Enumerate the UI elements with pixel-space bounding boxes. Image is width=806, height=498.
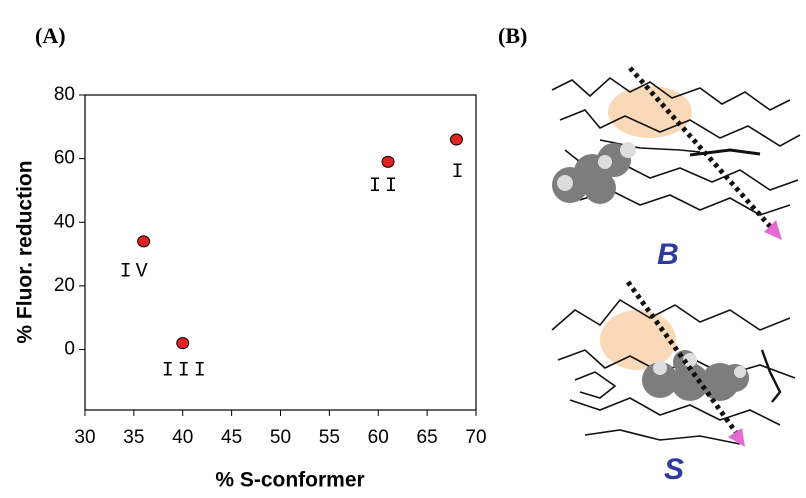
x-tick-label: 35 (123, 427, 144, 448)
point (138, 236, 150, 247)
point (382, 156, 394, 167)
point-label: I (451, 161, 467, 184)
y-tick-label: 40 (54, 211, 75, 232)
x-tick-label: 55 (319, 427, 340, 448)
point-label: III (162, 359, 210, 382)
x-axis-label: % S-conformer (215, 469, 364, 492)
y-axis-label: % Fluor. reduction (14, 160, 37, 343)
x-tick-label: 40 (172, 427, 193, 448)
y-tick-label: 0 (64, 339, 75, 360)
point-label: IV (120, 261, 152, 284)
structure-s (552, 282, 795, 447)
x-tick-label: 60 (368, 427, 389, 448)
structure-b (552, 68, 800, 240)
x-tick-label: 50 (270, 427, 291, 448)
panel-label: (B) (498, 23, 527, 48)
plot-frame (85, 95, 476, 410)
point (450, 134, 462, 145)
structure-label: B (657, 238, 679, 271)
point (177, 338, 189, 349)
y-tick-label: 80 (54, 84, 75, 105)
panel-label: (A) (35, 23, 66, 48)
figure: (A) (B) % S-conformer % Fluor. reduction (0, 0, 806, 493)
point-label: II (369, 175, 401, 198)
structure-label: S (664, 453, 684, 486)
x-tick-label: 70 (465, 427, 486, 448)
x-tick-label: 30 (74, 427, 95, 448)
x-tick-label: 45 (221, 427, 242, 448)
y-tick-label: 60 (54, 148, 75, 169)
y-tick-label: 20 (54, 275, 75, 296)
x-tick-label: 65 (417, 427, 438, 448)
